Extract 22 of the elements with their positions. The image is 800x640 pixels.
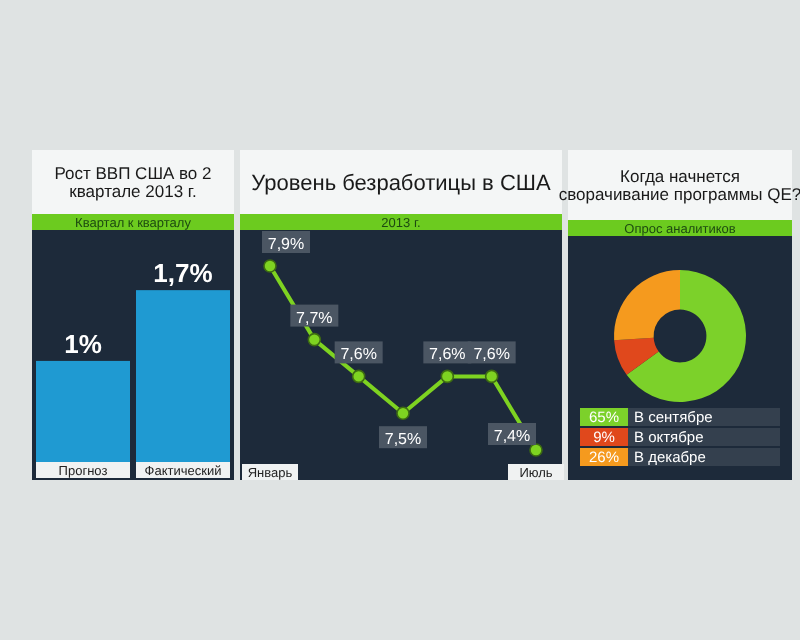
- chart-title: Когда начнется сворачивание программы QE?: [558, 165, 800, 205]
- data-label: 7,4%: [493, 427, 531, 445]
- data-label: 7,9%: [267, 235, 305, 253]
- chart-title: Рост ВВП США во 2 квартале 2013 г.: [54, 162, 213, 202]
- point: [263, 259, 277, 273]
- donut-slice: [614, 270, 680, 341]
- data-label: 1%: [64, 328, 103, 359]
- data-label: 7,6%: [473, 345, 510, 364]
- point: [307, 332, 322, 347]
- data-label: 7,5%: [384, 430, 422, 449]
- data-label: 7,6%: [429, 345, 466, 364]
- data-label: 7,7%: [296, 308, 333, 327]
- data-label: 7,6%: [340, 345, 377, 364]
- point: [484, 369, 499, 384]
- point: [396, 406, 410, 420]
- point: [529, 443, 543, 457]
- donut-slice: [626, 270, 746, 402]
- point: [351, 369, 366, 384]
- chart-title: Уровень безработицы в США: [251, 171, 552, 196]
- data-label: 1,7%: [153, 258, 214, 289]
- point: [440, 369, 455, 384]
- donut-slice: [614, 337, 659, 375]
